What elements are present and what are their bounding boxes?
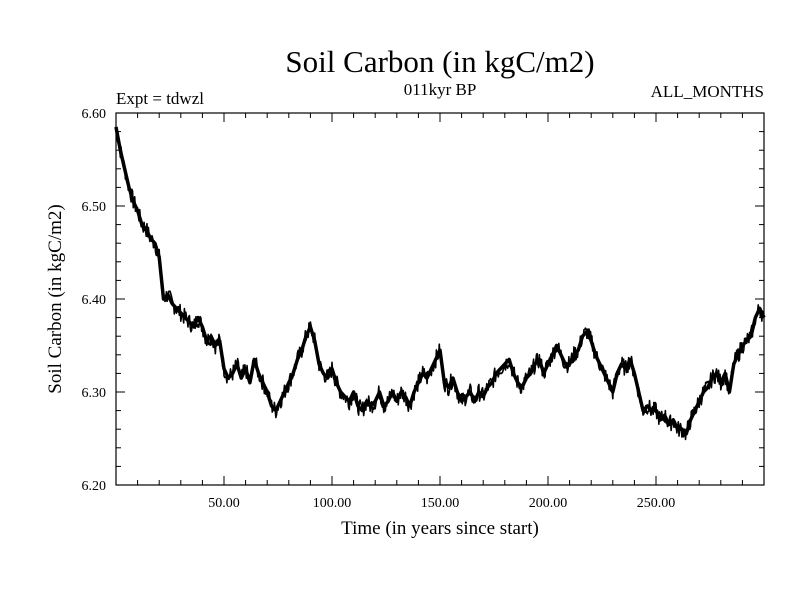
y-axis-label: Soil Carbon (in kgC/m2) [45, 204, 66, 393]
x-tick-label: 150.00 [421, 496, 460, 511]
plot-frame [115, 112, 765, 486]
axes: 6.20 6.30 6.40 6.50 6.60 50.00 100.00 150.00 200… [82, 107, 765, 511]
y-tick-label: 6.60 [82, 107, 107, 122]
series-noise-band [115, 126, 765, 441]
series-line [114, 126, 766, 436]
y-tick-label: 6.30 [82, 386, 107, 401]
x-axis-label: Time (in years since start) [341, 518, 539, 539]
x-tick-label: 100.00 [313, 496, 352, 511]
y-tick-label: 6.20 [82, 479, 107, 494]
x-tick-label: 200.00 [529, 496, 568, 511]
y-tick-label: 6.50 [82, 200, 107, 215]
experiment-label: Expt = tdwzl [116, 89, 204, 108]
x-tick-label: 50.00 [208, 496, 240, 511]
x-tick-label: 250.00 [637, 496, 676, 511]
data-series [114, 126, 766, 441]
chart-subtitle: 011kyr BP [404, 80, 477, 99]
chart-title: Soil Carbon (in kgC/m2) [285, 44, 594, 79]
y-tick-label: 6.40 [82, 293, 107, 308]
months-label: ALL_MONTHS [651, 82, 764, 101]
